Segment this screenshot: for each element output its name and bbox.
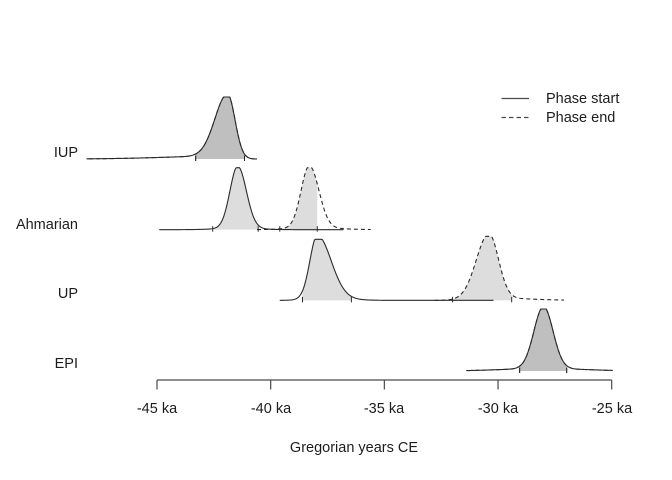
density-fill-EPI-start <box>519 309 567 372</box>
row-label-ahmarian: Ahmarian <box>15 216 78 233</box>
row-label-epi: EPI <box>54 355 78 372</box>
row-label-up: UP <box>57 285 78 302</box>
dashed-line-swatch-icon <box>501 116 529 119</box>
density-curve-UP-start <box>279 238 494 301</box>
x-tick-label-25: -25 ka <box>591 401 633 417</box>
x-tick-label-40: -40 ka <box>250 401 292 417</box>
density-curve-Ahmarian-start <box>159 167 344 231</box>
x-tick-label-45: -45 ka <box>136 401 178 417</box>
legend-label-phase-start: Phase start <box>546 90 620 107</box>
legend: Phase start Phase end <box>496 89 619 127</box>
density-curve-IUP-end <box>88 96 258 160</box>
legend-item-phase-start: Phase start <box>496 89 619 108</box>
x-tick-label-35: -35 ka <box>363 401 405 417</box>
density-fill-IUP-start <box>195 97 245 159</box>
density-curve-EPI-end <box>468 308 613 372</box>
density-fill-IUP-end <box>195 97 245 159</box>
row-label-iup: IUP <box>53 145 78 161</box>
density-curve-UP-end <box>434 235 565 301</box>
solid-line-swatch-icon <box>501 97 529 100</box>
density-fill-EPI-end <box>519 309 567 372</box>
density-fill-Ahmarian-start <box>212 167 259 230</box>
legend-item-phase-end: Phase end <box>496 108 619 127</box>
legend-label-phase-end: Phase end <box>546 109 616 126</box>
density-fill-UP-end <box>452 236 512 301</box>
density-fill-UP-start <box>302 239 352 301</box>
x-tick-label-30: -30 ka <box>477 401 519 417</box>
x-axis-title: Gregorian years CE <box>289 440 419 456</box>
density-fill-Ahmarian-end <box>279 167 318 230</box>
